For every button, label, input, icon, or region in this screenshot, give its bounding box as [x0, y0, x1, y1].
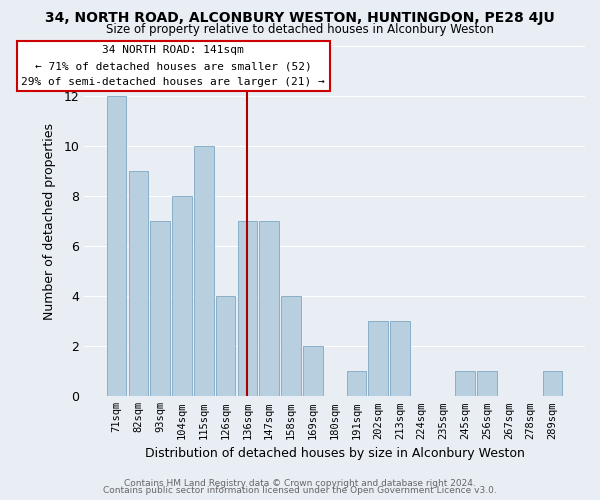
Bar — [281, 296, 301, 396]
Text: Contains HM Land Registry data © Crown copyright and database right 2024.: Contains HM Land Registry data © Crown c… — [124, 478, 476, 488]
Bar — [542, 372, 562, 396]
Bar — [368, 321, 388, 396]
Bar — [107, 96, 127, 396]
Bar — [259, 221, 279, 396]
Text: Size of property relative to detached houses in Alconbury Weston: Size of property relative to detached ho… — [106, 22, 494, 36]
Text: 34, NORTH ROAD, ALCONBURY WESTON, HUNTINGDON, PE28 4JU: 34, NORTH ROAD, ALCONBURY WESTON, HUNTIN… — [45, 11, 555, 25]
Text: Contains public sector information licensed under the Open Government Licence v3: Contains public sector information licen… — [103, 486, 497, 495]
Bar — [238, 221, 257, 396]
Bar — [151, 221, 170, 396]
Bar — [455, 372, 475, 396]
Bar — [194, 146, 214, 397]
Bar — [128, 171, 148, 396]
Y-axis label: Number of detached properties: Number of detached properties — [43, 122, 56, 320]
X-axis label: Distribution of detached houses by size in Alconbury Weston: Distribution of detached houses by size … — [145, 447, 524, 460]
Bar — [477, 372, 497, 396]
Text: 34 NORTH ROAD: 141sqm
← 71% of detached houses are smaller (52)
29% of semi-deta: 34 NORTH ROAD: 141sqm ← 71% of detached … — [22, 46, 325, 86]
Bar — [390, 321, 410, 396]
Bar — [303, 346, 323, 397]
Bar — [216, 296, 235, 396]
Bar — [347, 372, 366, 396]
Bar — [172, 196, 192, 396]
